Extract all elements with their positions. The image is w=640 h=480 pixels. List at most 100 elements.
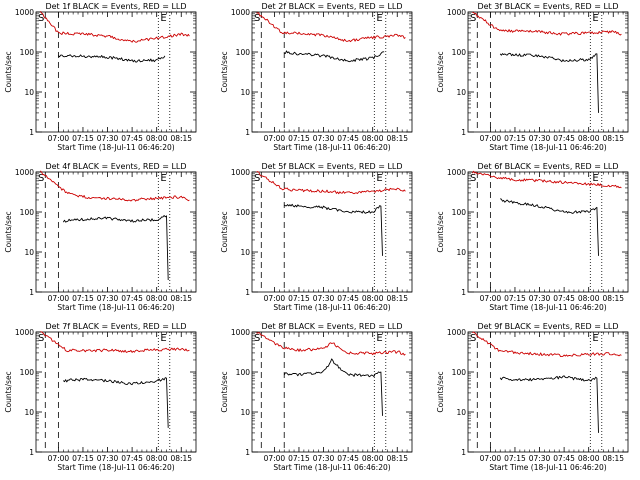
start-marker-label: S: [470, 333, 476, 344]
start-marker-label: S: [254, 333, 260, 344]
x-tick-label: 08:15: [602, 294, 624, 303]
y-tick-label: 1: [29, 288, 34, 297]
x-tick-label: 07:15: [504, 454, 526, 463]
x-tick-label: 08:15: [602, 134, 624, 143]
x-tick-label: 07:45: [121, 134, 143, 143]
y-tick-label: 1000: [231, 168, 250, 177]
x-tick-label: 08:00: [362, 454, 384, 463]
x-tick-label: 08:00: [146, 134, 168, 143]
x-tick-label: 07:45: [337, 134, 359, 143]
end-marker-label: E: [592, 333, 598, 344]
x-tick-label: 07:30: [313, 454, 335, 463]
plot-frame: [251, 171, 413, 293]
x-tick-label: 07:30: [529, 454, 551, 463]
y-axis-label: Counts/sec: [4, 371, 13, 412]
events-series-line: [58, 54, 166, 63]
plot-frame: [467, 331, 629, 453]
y-axis-label: Counts/sec: [436, 211, 445, 252]
plot-frame: [35, 11, 197, 133]
chart-panel-9: Det 9f BLACK = Events, RED = LLD 1 10 100 10…: [436, 322, 629, 472]
x-tick-label: 07:00: [480, 454, 502, 463]
x-tick-label: 07:30: [529, 294, 551, 303]
y-tick-label: 1000: [15, 168, 34, 177]
x-axis-label: Start Time (18-Jul-11 06:46:20): [57, 143, 174, 152]
x-axis-label: Start Time (18-Jul-11 06:46:20): [273, 303, 390, 312]
events-series-line: [62, 377, 169, 428]
events-series-line: [499, 52, 599, 113]
x-tick-label: 07:00: [480, 294, 502, 303]
x-tick-label: 08:00: [578, 454, 600, 463]
plot-frame: [467, 171, 629, 293]
end-marker-label: E: [160, 13, 166, 24]
lld-series-line: [256, 171, 406, 195]
x-tick-label: 07:45: [553, 294, 575, 303]
x-tick-label: 07:00: [48, 134, 70, 143]
chart-panel-6: Det 6f BLACK = Events, RED = LLD 1 10 100 10…: [436, 162, 629, 312]
y-tick-label: 10: [240, 408, 250, 417]
y-axis-label: Counts/sec: [220, 371, 229, 412]
y-tick-label: 10: [240, 88, 250, 97]
lld-series-line: [256, 332, 406, 356]
end-marker-label: E: [160, 173, 166, 184]
x-tick-label: 07:15: [504, 134, 526, 143]
end-marker-label: E: [160, 333, 166, 344]
x-tick-label: 07:45: [553, 454, 575, 463]
chart-title: Det 6f BLACK = Events, RED = LLD: [477, 162, 618, 171]
chart-title: Det 7f BLACK = Events, RED = LLD: [45, 322, 186, 331]
x-axis-label: Start Time (18-Jul-11 06:46:20): [57, 303, 174, 312]
end-marker-label: E: [592, 173, 598, 184]
y-tick-label: 1: [461, 128, 466, 137]
chart-title: Det 1f BLACK = Events, RED = LLD: [45, 2, 186, 11]
chart-title: Det 9f BLACK = Events, RED = LLD: [477, 322, 618, 331]
events-series-line: [284, 50, 385, 63]
chart-panel-4: Det 4f BLACK = Events, RED = LLD 1 10 100 10…: [4, 162, 197, 312]
lld-series-line: [40, 10, 190, 43]
y-tick-label: 10: [24, 408, 34, 417]
x-tick-label: 07:30: [97, 294, 119, 303]
x-tick-label: 08:15: [170, 134, 192, 143]
lld-series-line: [40, 170, 190, 202]
end-marker-label: E: [376, 13, 382, 24]
y-tick-label: 1000: [231, 328, 250, 337]
y-tick-label: 1: [245, 128, 250, 137]
y-tick-label: 1000: [15, 8, 34, 17]
x-tick-label: 08:00: [146, 294, 168, 303]
y-tick-label: 100: [452, 208, 467, 217]
y-tick-label: 1: [29, 128, 34, 137]
end-marker-label: E: [592, 13, 598, 24]
x-tick-label: 07:15: [288, 294, 310, 303]
x-tick-label: 07:15: [72, 134, 94, 143]
x-tick-label: 07:00: [480, 134, 502, 143]
y-axis-label: Counts/sec: [4, 51, 13, 92]
x-tick-label: 07:45: [553, 134, 575, 143]
x-tick-label: 07:15: [288, 454, 310, 463]
y-tick-label: 10: [24, 248, 34, 257]
plot-frame: [35, 331, 197, 453]
y-tick-label: 1: [245, 288, 250, 297]
y-tick-label: 1000: [447, 8, 466, 17]
y-tick-label: 1: [245, 448, 250, 457]
y-tick-label: 100: [236, 208, 251, 217]
x-tick-label: 07:30: [529, 134, 551, 143]
x-tick-label: 07:30: [313, 134, 335, 143]
x-tick-label: 08:00: [362, 294, 384, 303]
y-tick-label: 100: [236, 368, 251, 377]
chart-title: Det 2f BLACK = Events, RED = LLD: [261, 2, 402, 11]
start-marker-label: S: [38, 13, 44, 24]
lld-series-line: [472, 11, 622, 36]
start-marker-label: S: [254, 13, 260, 24]
chart-panel-7: Det 7f BLACK = Events, RED = LLD 1 10 100 10…: [4, 322, 197, 472]
x-tick-label: 08:15: [386, 134, 408, 143]
start-marker-label: S: [254, 173, 260, 184]
y-tick-label: 1000: [231, 8, 250, 17]
plot-frame: [35, 171, 197, 293]
x-axis-label: Start Time (18-Jul-11 06:46:20): [489, 143, 606, 152]
events-series-line: [62, 215, 169, 281]
chart-panel-3: Det 3f BLACK = Events, RED = LLD 1 10 100 10…: [436, 2, 629, 152]
y-tick-label: 100: [236, 48, 251, 57]
y-tick-label: 100: [452, 368, 467, 377]
y-tick-label: 1000: [15, 328, 34, 337]
start-marker-label: S: [470, 173, 476, 184]
y-tick-label: 100: [20, 368, 35, 377]
